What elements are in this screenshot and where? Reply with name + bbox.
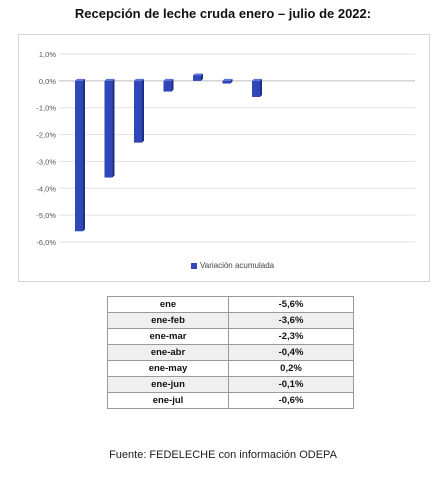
bar-top-ene — [75, 78, 85, 81]
value-cell: -2,3% — [228, 328, 354, 345]
period-cell: ene — [107, 296, 229, 313]
y-tick-label: 1,0% — [39, 50, 56, 59]
bar-top-ene-feb — [104, 78, 115, 81]
period-cell: ene-jun — [107, 376, 229, 393]
value-cell: -0,4% — [228, 344, 354, 361]
bar-ene-abr — [163, 80, 172, 92]
y-tick-label: -5,0% — [36, 211, 56, 220]
chart-container: 1,0% 0,0% -1,0% -2,0% -3,0% -4,0% -5,0% -6,0% V… — [18, 34, 430, 282]
bar-ene-jun — [222, 80, 231, 84]
table-row: ene-jun -0,1% — [107, 376, 354, 393]
bar-side-ene — [83, 78, 85, 232]
source-note: Fuente: FEDELECHE con información ODEPA — [109, 449, 337, 461]
bar-top-ene-jul — [252, 78, 262, 81]
period-cell: ene-jul — [107, 392, 229, 409]
legend-swatch — [191, 262, 197, 269]
y-tick-label: -4,0% — [36, 184, 56, 193]
bar-ene-feb — [104, 80, 113, 178]
value-cell: -0,1% — [228, 376, 354, 393]
period-cell: ene-feb — [107, 312, 229, 329]
bar-side-ene-jul — [260, 78, 262, 97]
y-tick-label: -3,0% — [36, 157, 56, 166]
y-tick-label: -2,0% — [36, 131, 56, 140]
y-tick-label: -1,0% — [36, 104, 56, 113]
period-cell: ene-may — [107, 360, 229, 377]
table-row: ene-may 0,2% — [107, 360, 354, 377]
y-tick-label: -6,0% — [36, 238, 56, 247]
table-row: ene-abr -0,4% — [107, 344, 354, 361]
legend-label: Variación acumulada — [200, 261, 275, 270]
table-row: ene-jul -0,6% — [107, 392, 354, 409]
bar-side-ene-may — [201, 73, 203, 81]
table-row: ene-feb -3,6% — [107, 312, 354, 329]
chart-legend: Variación acumulada — [191, 261, 274, 270]
bar-top-ene-may — [193, 73, 203, 76]
value-cell: -0,6% — [228, 392, 354, 409]
period-cell: ene-mar — [107, 328, 229, 345]
bar-top-ene-mar — [134, 78, 144, 81]
table-row: ene-mar -2,3% — [107, 328, 354, 345]
bar-ene-may — [193, 75, 201, 81]
y-tick-label: 0,0% — [39, 77, 56, 86]
bar-ene-jul — [252, 80, 260, 97]
bar-top-ene-abr — [163, 78, 174, 81]
data-table: ene -5,6% ene-feb -3,6% ene-mar -2,3% ene-abr -… — [107, 296, 354, 409]
bar-ene-mar — [134, 80, 142, 143]
bar-chart: 1,0% 0,0% -1,0% -2,0% -3,0% -4,0% -5,0% -6,0% — [36, 50, 415, 247]
page-title: Recepción de leche cruda enero – julio d… — [74, 6, 372, 21]
value-cell: -3,6% — [228, 312, 354, 329]
value-cell: -5,6% — [228, 296, 354, 313]
value-cell: 0,2% — [228, 360, 354, 377]
period-cell: ene-abr — [107, 344, 229, 361]
table-row: ene -5,6% — [107, 296, 354, 313]
bar-side-ene-mar — [142, 78, 144, 143]
bar-side-ene-jun — [230, 78, 233, 84]
bar-side-ene-feb — [112, 78, 115, 178]
bar-side-ene-abr — [171, 78, 174, 92]
bar-top-ene-jun — [222, 78, 233, 81]
bar-ene — [75, 80, 83, 232]
